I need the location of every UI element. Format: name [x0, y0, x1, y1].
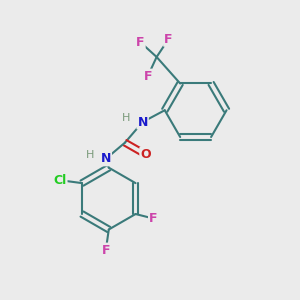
Text: N: N	[100, 152, 111, 165]
Text: F: F	[136, 36, 145, 49]
Text: F: F	[164, 33, 173, 46]
Text: F: F	[143, 70, 152, 83]
Text: N: N	[137, 116, 148, 128]
Text: F: F	[102, 244, 110, 256]
Text: F: F	[149, 212, 158, 225]
Text: O: O	[140, 148, 151, 161]
Text: H: H	[85, 150, 94, 160]
Text: Cl: Cl	[53, 174, 67, 187]
Text: H: H	[122, 113, 130, 124]
